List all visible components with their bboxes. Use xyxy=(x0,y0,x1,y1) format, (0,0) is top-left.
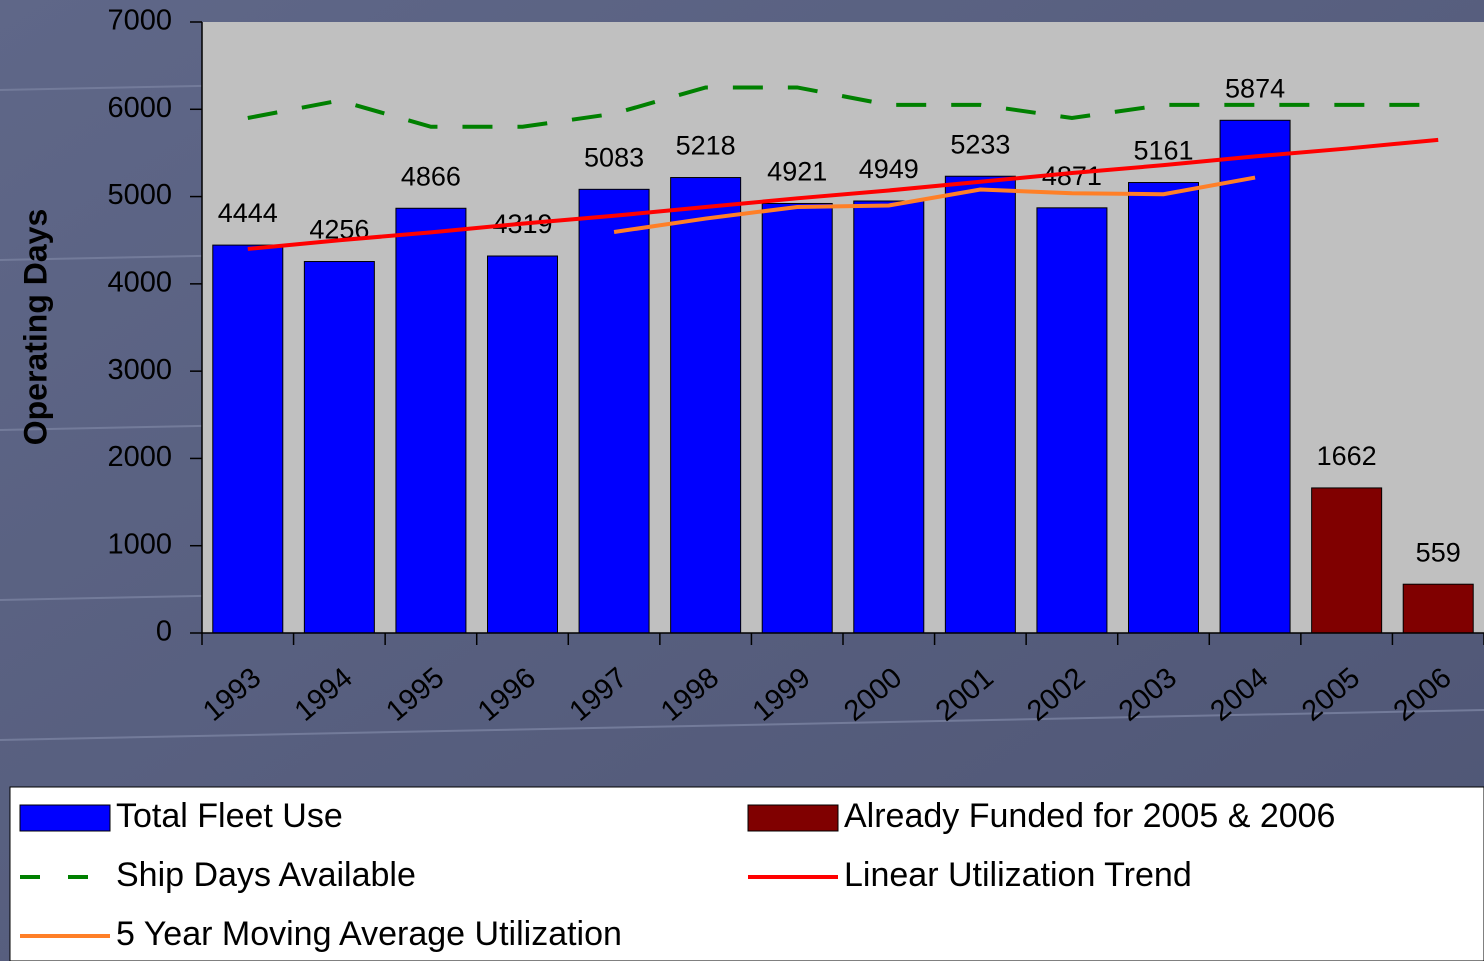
y-tick-label: 5000 xyxy=(107,179,172,211)
y-tick-label: 0 xyxy=(156,616,172,648)
value-label: 5233 xyxy=(950,129,1010,159)
bar xyxy=(853,200,925,634)
line-series xyxy=(247,137,1439,251)
value-label: 5218 xyxy=(676,131,736,161)
legend-box xyxy=(9,786,1484,961)
value-label: 4949 xyxy=(859,154,919,184)
value-label: 4866 xyxy=(401,161,461,191)
bar xyxy=(1311,487,1383,634)
line-series xyxy=(247,85,1439,129)
bar xyxy=(303,261,375,634)
bar xyxy=(1036,207,1108,634)
value-label: 4921 xyxy=(767,157,827,187)
legend-swatch xyxy=(747,804,839,832)
legend-label: Already Funded for 2005 & 2006 xyxy=(844,797,1335,835)
value-label: 559 xyxy=(1416,537,1461,567)
bar xyxy=(212,244,284,634)
value-label: 5874 xyxy=(1225,73,1285,103)
y-tick-label: 1000 xyxy=(107,528,172,560)
legend-label: Linear Utilization Trend xyxy=(844,856,1192,894)
bar xyxy=(761,202,833,634)
value-label: 5083 xyxy=(584,142,644,172)
line-series xyxy=(613,175,1256,234)
legend-swatch xyxy=(19,804,111,832)
value-label: 4444 xyxy=(218,198,278,228)
bar xyxy=(487,255,558,634)
legend-label: 5 Year Moving Average Utilization xyxy=(116,915,622,953)
y-tick-label: 2000 xyxy=(107,441,172,473)
y-tick-label: 7000 xyxy=(107,5,172,37)
bar xyxy=(1402,583,1474,634)
bar xyxy=(670,177,742,634)
legend-label: Ship Days Available xyxy=(116,856,416,894)
y-tick-label: 4000 xyxy=(107,267,172,299)
bar xyxy=(395,207,467,634)
y-axis-label: Operating Days xyxy=(17,209,53,446)
bar xyxy=(944,175,1016,634)
bar xyxy=(1219,119,1291,634)
bar xyxy=(1128,182,1199,634)
y-tick-label: 3000 xyxy=(107,354,172,386)
bar xyxy=(578,188,650,634)
value-label: 1662 xyxy=(1317,441,1377,471)
legend-label: Total Fleet Use xyxy=(116,797,343,835)
y-tick-label: 6000 xyxy=(107,92,172,124)
plot-area xyxy=(202,22,1484,633)
value-label: 5161 xyxy=(1133,136,1193,166)
